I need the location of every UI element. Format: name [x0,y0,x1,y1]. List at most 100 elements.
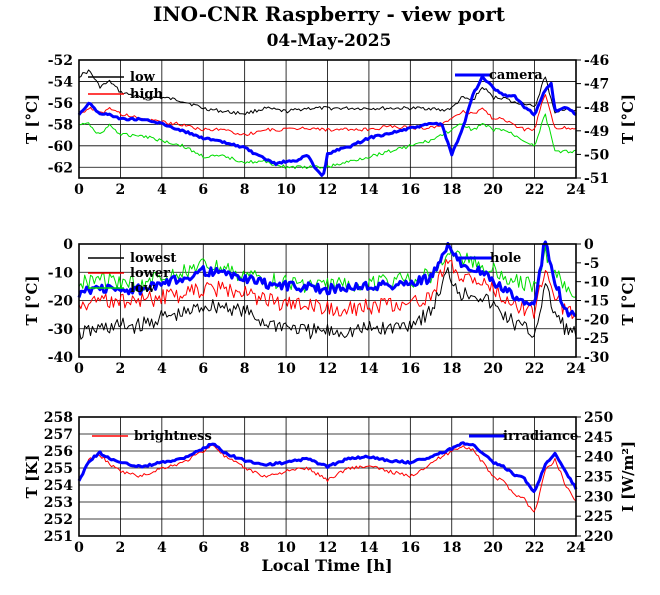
chart-date: 04-May-2025 [267,31,392,51]
y-tick-left: 253 [44,495,73,511]
y-tick-left: -10 [48,265,74,281]
x-tick: 24 [566,540,586,556]
x-tick: 6 [198,182,208,198]
y-axis-label-left: T [°C] [23,275,41,325]
y-tick-right: -46 [584,53,609,69]
y-tick-left: 258 [44,410,73,426]
x-tick: 20 [483,361,503,377]
x-tick: 2 [116,182,126,198]
y-tick-left: -60 [48,139,74,155]
x-tick: 20 [483,182,503,198]
y-tick-right: -49 [584,124,609,140]
y-tick-right: 220 [584,529,613,545]
y-tick-left: -58 [48,117,73,133]
y-axis-label-right: T [°C] [619,275,637,325]
y-tick-left: -52 [48,53,73,69]
x-tick: 18 [442,361,461,377]
y-tick-left: -54 [48,74,74,90]
x-tick: 12 [318,361,337,377]
x-tick: 2 [116,540,126,556]
y-tick-right: -50 [584,147,610,163]
plot-frame [78,243,577,358]
x-tick: 0 [74,361,84,377]
y-tick-right: -25 [584,331,609,347]
legend-label: irradiance [503,429,578,444]
x-tick: 18 [442,182,461,198]
x-tick: 6 [198,540,208,556]
y-tick-left: 0 [63,237,73,253]
legend-label: lowest [130,251,176,266]
y-tick-left: -20 [48,294,74,310]
series-hole [77,240,577,318]
plot-frame [78,59,577,179]
panel-middle: 0-10-20-30-400 2 4 6 8 10 12 14 16 18 20 22 240-5-10… [23,237,637,377]
legend-label: hole [490,251,521,266]
x-tick: 12 [318,182,337,198]
y-tick-right: -5 [584,256,600,272]
y-tick-right: 240 [584,450,613,466]
y-tick-right: -15 [584,294,609,310]
legend-label: brightness [134,429,212,444]
series-low [78,69,577,116]
series-lowest [78,267,577,340]
x-tick: 6 [198,361,208,377]
y-tick-left: 256 [44,444,73,460]
x-tick: 8 [240,540,250,556]
x-tick: 14 [359,182,379,198]
x-tick: 16 [401,182,420,198]
x-tick: 10 [276,540,296,556]
legend-label: camera [489,68,543,83]
y-axis-label-right: I [W/m²] [619,441,637,512]
y-tick-left: 252 [44,512,73,528]
panels: -52-54-56-58-60-620 2 4 6 8 10 12 14 16 18 20 22 24-… [23,53,637,556]
x-tick: 22 [525,540,544,556]
y-tick-right: -48 [584,100,609,116]
x-tick: 10 [276,182,296,198]
y-tick-left: 257 [44,427,73,443]
x-tick: 16 [401,361,420,377]
x-tick: 4 [157,361,167,377]
x-axis-label: Local Time [h] [261,556,392,575]
y-tick-right: -51 [584,171,609,187]
y-tick-left: 251 [44,529,73,545]
x-tick: 24 [566,182,586,198]
x-tick: 4 [157,182,167,198]
y-tick-right: 225 [584,509,613,525]
chart-title: INO-CNR Raspberry - view port [153,2,506,26]
y-tick-right: 0 [584,237,594,253]
x-tick: 24 [566,361,586,377]
y-tick-right: 250 [584,410,613,426]
series-camera [77,74,577,177]
x-tick: 8 [240,361,250,377]
y-tick-right: -30 [584,350,610,366]
series-green [78,113,577,170]
x-tick: 20 [483,540,503,556]
x-tick: 22 [525,182,544,198]
legend-label: lower [130,266,170,281]
series-low [78,246,577,298]
y-tick-right: -20 [584,312,610,328]
panel-top: -52-54-56-58-60-620 2 4 6 8 10 12 14 16 18 20 22 24-… [23,53,637,198]
y-axis-label-left: T [K] [23,455,41,499]
y-tick-left: -40 [48,350,74,366]
x-tick: 2 [116,361,126,377]
x-tick: 14 [359,361,379,377]
series-brightness [78,444,577,513]
legend-label: low [130,70,156,85]
series-lower [78,258,577,320]
legend-label: low [130,281,156,296]
y-tick-right: 235 [584,470,613,486]
plot-frame [78,416,577,537]
y-tick-left: -56 [48,96,73,112]
y-tick-left: 255 [44,461,73,477]
legend-label: high [130,87,163,102]
y-tick-right: -47 [584,77,609,93]
x-tick: 12 [318,540,337,556]
y-tick-left: 254 [44,478,73,494]
x-tick: 16 [401,540,420,556]
x-tick: 14 [359,540,379,556]
y-tick-right: 230 [584,489,613,505]
y-axis-label-right: T [°C] [619,94,637,144]
